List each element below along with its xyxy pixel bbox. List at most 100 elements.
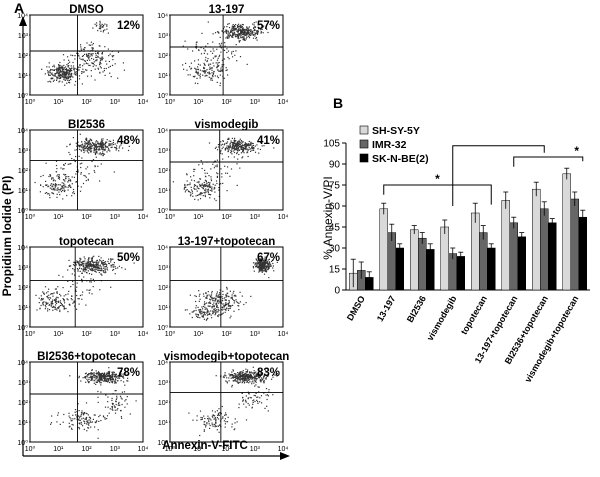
flow-event-dot <box>88 147 90 149</box>
flow-event-dot <box>212 425 214 427</box>
flow-event-dot <box>217 62 219 64</box>
flow-event-dot <box>114 273 116 275</box>
flow-event-dot <box>193 188 196 190</box>
flow-event-dot <box>220 44 222 46</box>
flow-y-tick-label: 10⁰ <box>157 92 168 100</box>
flow-event-dot <box>102 146 104 148</box>
flow-event-dot <box>226 381 228 383</box>
flow-event-dot <box>64 75 66 77</box>
flow-event-dot <box>209 424 211 427</box>
flow-event-dot <box>231 377 233 379</box>
flow-event-dot <box>65 68 67 70</box>
flow-event-dot <box>121 391 123 393</box>
flow-event-dot <box>90 377 92 379</box>
flow-event-dot <box>272 267 274 269</box>
flow-event-dot <box>105 380 107 383</box>
flow-event-dot <box>80 412 83 414</box>
flow-event-dot <box>232 36 234 38</box>
flow-event-dot <box>240 374 242 376</box>
flow-event-dot <box>268 267 270 269</box>
flow-event-dot <box>224 149 226 151</box>
flow-event-dot <box>102 265 104 267</box>
flow-event-dot <box>215 418 217 420</box>
flow-event-dot <box>129 413 131 415</box>
flow-event-dot <box>112 374 114 376</box>
flow-event-dot <box>208 302 210 304</box>
flow-event-dot <box>236 184 238 186</box>
flow-event-dot <box>225 375 227 377</box>
flow-event-dot <box>70 79 72 81</box>
flow-event-dot <box>70 73 72 75</box>
flow-event-dot <box>241 375 243 377</box>
flow-event-dot <box>250 378 252 380</box>
flow-event-dot <box>242 39 244 41</box>
flow-event-dot <box>75 73 77 76</box>
flow-event-dot <box>111 378 113 380</box>
flow-event-dot <box>52 77 54 79</box>
flow-event-dot <box>65 74 67 76</box>
flow-event-dot <box>184 191 186 193</box>
flow-event-dot <box>203 311 205 313</box>
flow-event-dot <box>95 267 97 269</box>
flow-event-dot <box>204 304 206 306</box>
flow-event-dot <box>197 69 199 71</box>
flow-x-tick-label: 10⁰ <box>165 445 176 453</box>
flow-event-dot <box>216 291 218 293</box>
flow-event-dot <box>216 164 218 166</box>
flow-event-dot <box>238 33 241 35</box>
flow-event-dot <box>238 149 241 151</box>
flow-event-dot <box>83 276 85 278</box>
flow-event-dot <box>233 24 235 27</box>
flow-event-dot <box>110 140 112 142</box>
flow-event-dot <box>225 30 227 32</box>
flow-event-dot <box>67 62 69 64</box>
flow-event-dot <box>214 160 217 162</box>
flow-y-tick-label: 10⁴ <box>157 245 168 252</box>
flow-event-dot <box>220 168 222 170</box>
flow-event-dot <box>234 144 236 146</box>
flow-event-dot <box>208 294 210 296</box>
flow-event-dot <box>247 149 249 151</box>
flow-event-dot <box>205 302 208 304</box>
flow-event-dot <box>199 311 201 313</box>
flow-event-dot <box>248 392 250 395</box>
flow-event-dot <box>250 142 252 144</box>
flow-event-dot <box>90 144 92 146</box>
flow-event-dot <box>230 141 232 143</box>
flow-event-dot <box>203 70 205 72</box>
significance-marker: * <box>574 144 579 158</box>
flow-event-dot <box>58 77 60 80</box>
flow-x-tick-label: 10⁴ <box>138 446 149 453</box>
flow-event-dot <box>211 415 213 417</box>
flow-event-dot <box>232 30 234 32</box>
flow-event-dot <box>87 179 89 181</box>
flow-event-dot <box>55 302 58 304</box>
flow-event-dot <box>254 262 256 264</box>
flow-event-dot <box>243 145 245 147</box>
flow-event-dot <box>200 53 203 55</box>
flow-event-dot <box>212 41 214 43</box>
flow-event-dot <box>236 142 238 144</box>
flow-event-dot <box>109 408 111 410</box>
flow-x-tick-label: 10² <box>221 446 232 453</box>
flow-event-dot <box>202 305 205 308</box>
flow-event-dot <box>238 41 240 43</box>
flow-event-dot <box>210 302 212 304</box>
flow-y-tick-label: 10⁴ <box>157 360 168 367</box>
flow-event-dot <box>218 55 220 58</box>
flow-event-dot <box>78 145 80 147</box>
flow-event-dot <box>232 377 234 379</box>
flow-event-dot <box>224 299 226 301</box>
flow-event-dot <box>210 50 212 52</box>
flow-event-dot <box>92 286 94 288</box>
flow-event-dot <box>63 168 65 170</box>
flow-event-dot <box>101 153 103 155</box>
flow-event-dot <box>44 73 46 75</box>
flow-event-dot <box>241 378 243 380</box>
flow-event-dot <box>84 418 86 420</box>
flow-event-dot <box>126 403 128 405</box>
flow-event-dot <box>204 72 206 74</box>
flow-event-dot <box>183 187 186 189</box>
flow-event-dot <box>220 309 223 311</box>
